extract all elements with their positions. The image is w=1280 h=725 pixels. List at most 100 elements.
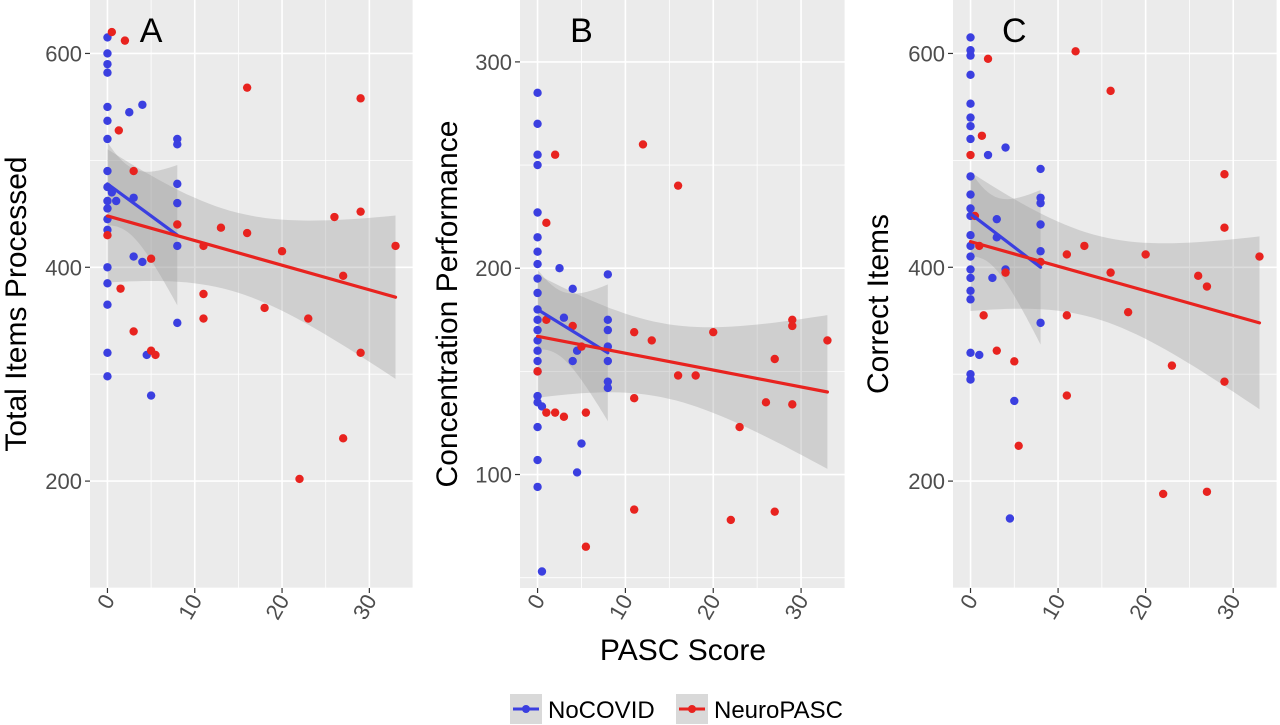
- data-point-neuropasc: [1167, 361, 1177, 370]
- panel-a: 200 400 600 0 10 20 30 Total Items Processed A: [0, 0, 414, 624]
- x-tick-label: 20: [692, 590, 726, 624]
- data-point-nocovid: [533, 119, 542, 128]
- data-point-neuropasc: [1123, 307, 1133, 317]
- confidence-band-nocovid: [970, 171, 1041, 345]
- data-point-nocovid: [533, 150, 542, 159]
- data-point-nocovid: [966, 121, 975, 131]
- data-point-neuropasc: [788, 321, 797, 331]
- data-point-nocovid: [103, 102, 112, 112]
- x-axis-title: PASC Score: [600, 634, 766, 667]
- data-point-nocovid: [103, 300, 112, 309]
- data-point-neuropasc: [542, 218, 551, 228]
- data-point-nocovid: [103, 279, 112, 288]
- data-point-nocovid: [1005, 514, 1015, 523]
- data-point-nocovid: [1036, 164, 1045, 174]
- data-point-neuropasc: [1062, 250, 1072, 259]
- data-point-nocovid: [966, 286, 975, 295]
- x-tick-label: 10: [604, 590, 638, 624]
- fit-line-nocovid: [105, 182, 179, 237]
- data-point-neuropasc: [550, 408, 560, 417]
- data-point-nocovid: [555, 264, 564, 273]
- data-point-neuropasc: [1202, 282, 1212, 291]
- legend-label-nocovid: NoCOVID: [548, 697, 655, 724]
- data-point-nocovid: [1036, 220, 1045, 229]
- y-tick-label: 200: [475, 256, 512, 281]
- data-point-neuropasc: [735, 422, 744, 432]
- x-tick-label: 0: [522, 590, 550, 613]
- panel-b: 100 200 300 0 10 20 30 Concentration Performanc…: [431, 0, 846, 624]
- y-tick-label: 400: [908, 255, 945, 280]
- data-point-neuropasc: [966, 150, 975, 160]
- data-point-neuropasc: [1062, 311, 1072, 320]
- data-point-neuropasc: [107, 27, 117, 37]
- data-point-neuropasc: [391, 241, 400, 251]
- x-tick-label: 10: [1037, 590, 1071, 624]
- data-point-neuropasc: [199, 289, 208, 299]
- data-point-neuropasc: [770, 507, 779, 516]
- x-tick-label: 30: [348, 590, 382, 624]
- y-tick-label: 200: [908, 469, 945, 494]
- data-point-neuropasc: [146, 254, 156, 263]
- data-point-neuropasc: [114, 126, 124, 135]
- data-point-neuropasc: [770, 354, 779, 364]
- data-point-neuropasc: [1014, 441, 1023, 451]
- data-point-nocovid: [966, 99, 975, 108]
- data-point-neuropasc: [1010, 357, 1019, 366]
- data-point-nocovid: [533, 288, 542, 298]
- data-point-nocovid: [173, 318, 182, 328]
- y-tick-label: 600: [908, 41, 945, 66]
- data-point-nocovid: [103, 166, 112, 176]
- data-point-nocovid: [568, 356, 577, 366]
- data-point-neuropasc: [1106, 268, 1115, 277]
- data-point-nocovid: [138, 257, 147, 267]
- data-point-nocovid: [533, 325, 542, 335]
- data-point-nocovid: [966, 190, 975, 199]
- data-point-nocovid: [533, 274, 542, 283]
- data-point-neuropasc: [242, 83, 252, 92]
- data-point-neuropasc: [338, 271, 348, 281]
- data-point-nocovid: [533, 247, 542, 256]
- data-point-neuropasc: [581, 542, 591, 551]
- data-point-nocovid: [603, 356, 613, 366]
- data-point-nocovid: [103, 372, 112, 381]
- y-tick-label: 600: [45, 41, 82, 66]
- data-point-nocovid: [103, 196, 112, 206]
- data-point-nocovid: [533, 88, 542, 98]
- data-point-neuropasc: [356, 348, 365, 357]
- y-tick-label: 300: [475, 50, 512, 75]
- data-point-neuropasc: [788, 400, 797, 409]
- x-tick-label: 30: [1212, 590, 1246, 624]
- data-point-neuropasc: [977, 131, 987, 140]
- data-point-neuropasc: [116, 284, 125, 293]
- data-point-nocovid: [966, 348, 975, 357]
- data-point-nocovid: [533, 346, 542, 355]
- data-point-nocovid: [966, 113, 975, 122]
- data-point-nocovid: [533, 455, 542, 465]
- y-tick-label: 400: [45, 255, 82, 280]
- data-point-neuropasc: [559, 412, 569, 421]
- data-point-neuropasc: [1220, 223, 1229, 232]
- data-point-neuropasc: [1220, 377, 1229, 386]
- data-point-nocovid: [966, 51, 975, 60]
- data-point-nocovid: [103, 49, 112, 58]
- data-point-nocovid: [966, 33, 975, 42]
- data-point-nocovid: [533, 233, 542, 242]
- data-point-nocovid: [975, 350, 984, 360]
- data-point-nocovid: [533, 356, 542, 366]
- data-point-neuropasc: [151, 350, 160, 360]
- data-point-nocovid: [966, 265, 975, 274]
- data-point-nocovid: [103, 348, 112, 357]
- data-point-nocovid: [577, 439, 586, 448]
- data-point-nocovid: [1036, 247, 1045, 256]
- data-point-neuropasc: [1071, 47, 1080, 56]
- data-point-neuropasc: [542, 408, 551, 417]
- panel-c: 200 400 600 0 10 20 30 Correct Items C: [862, 0, 1278, 624]
- y-axis-title: Correct Items: [862, 214, 895, 394]
- data-point-nocovid: [173, 179, 182, 189]
- data-point-neuropasc: [1220, 170, 1229, 179]
- data-point-neuropasc: [691, 371, 700, 380]
- data-point-neuropasc: [216, 223, 226, 232]
- data-point-nocovid: [568, 284, 577, 294]
- data-point-neuropasc: [992, 346, 1001, 355]
